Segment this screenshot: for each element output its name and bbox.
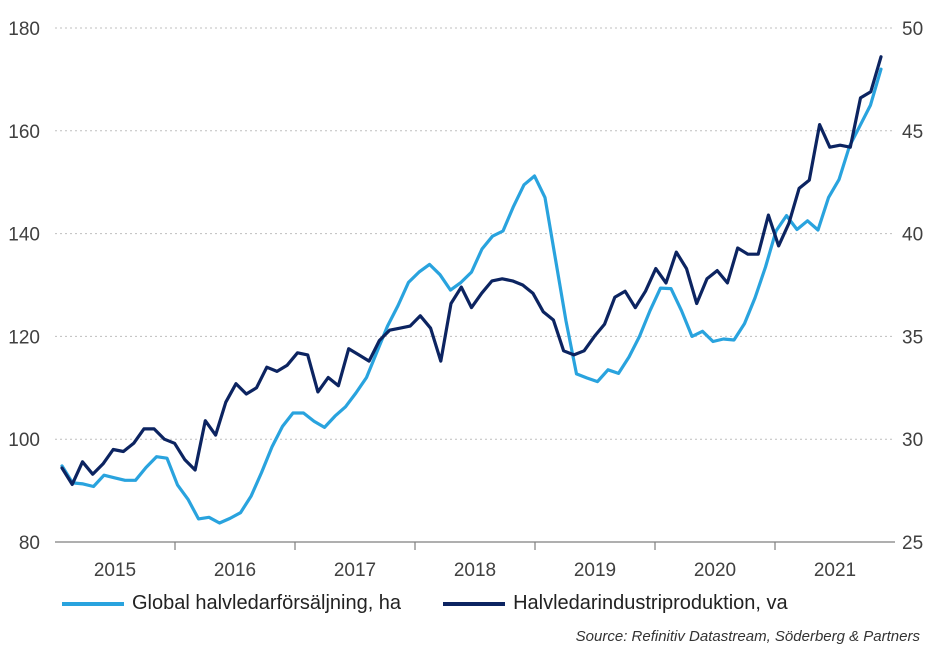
- y-right-tick-label: 30: [902, 430, 923, 451]
- left-axis: 80 100 120 140 160 180: [8, 19, 40, 554]
- x-axis: 2015 2016 2017 2018 2019 2020 2021: [94, 542, 856, 581]
- right-axis: 25 30 35 40 45 50: [902, 19, 923, 554]
- x-tick-label: 2021: [814, 560, 856, 581]
- x-tick-label: 2016: [214, 560, 256, 581]
- y-right-tick-label: 50: [902, 19, 923, 40]
- y-left-tick-label: 140: [8, 225, 40, 246]
- y-left-tick-label: 160: [8, 122, 40, 143]
- y-left-tick-label: 100: [8, 430, 40, 451]
- legend-swatch-production: [443, 601, 506, 606]
- y-right-tick-label: 35: [902, 327, 923, 348]
- gridlines: [55, 27, 895, 440]
- legend-swatch-sales: [62, 601, 124, 606]
- x-tick-label: 2015: [94, 560, 136, 581]
- legend-label-sales: Global halvledarförsäljning, ha: [132, 592, 402, 614]
- y-right-tick-label: 45: [902, 122, 923, 143]
- x-tick-label: 2017: [334, 560, 376, 581]
- x-tick-label: 2019: [574, 560, 616, 581]
- legend: Global halvledarförsäljning, ha Halvleda…: [62, 592, 830, 615]
- x-tick-label: 2018: [454, 560, 496, 581]
- legend-item-production: Halvledarindustriproduktion, va: [443, 592, 788, 615]
- series-line-production: [60, 55, 883, 486]
- y-left-tick-label: 180: [8, 19, 40, 40]
- source-note: Source: Refinitiv Datastream, Söderberg …: [575, 628, 920, 645]
- legend-label-production: Halvledarindustriproduktion, va: [513, 592, 788, 614]
- y-left-tick-label: 120: [8, 327, 40, 348]
- x-tick-label: 2020: [694, 560, 736, 581]
- y-right-tick-label: 40: [902, 225, 923, 246]
- series-lines: [60, 55, 883, 525]
- series-line-sales: [60, 67, 883, 525]
- y-right-tick-label: 25: [902, 533, 923, 554]
- legend-item-sales: Global halvledarförsäljning, ha: [62, 592, 401, 615]
- y-left-tick-label: 80: [19, 533, 40, 554]
